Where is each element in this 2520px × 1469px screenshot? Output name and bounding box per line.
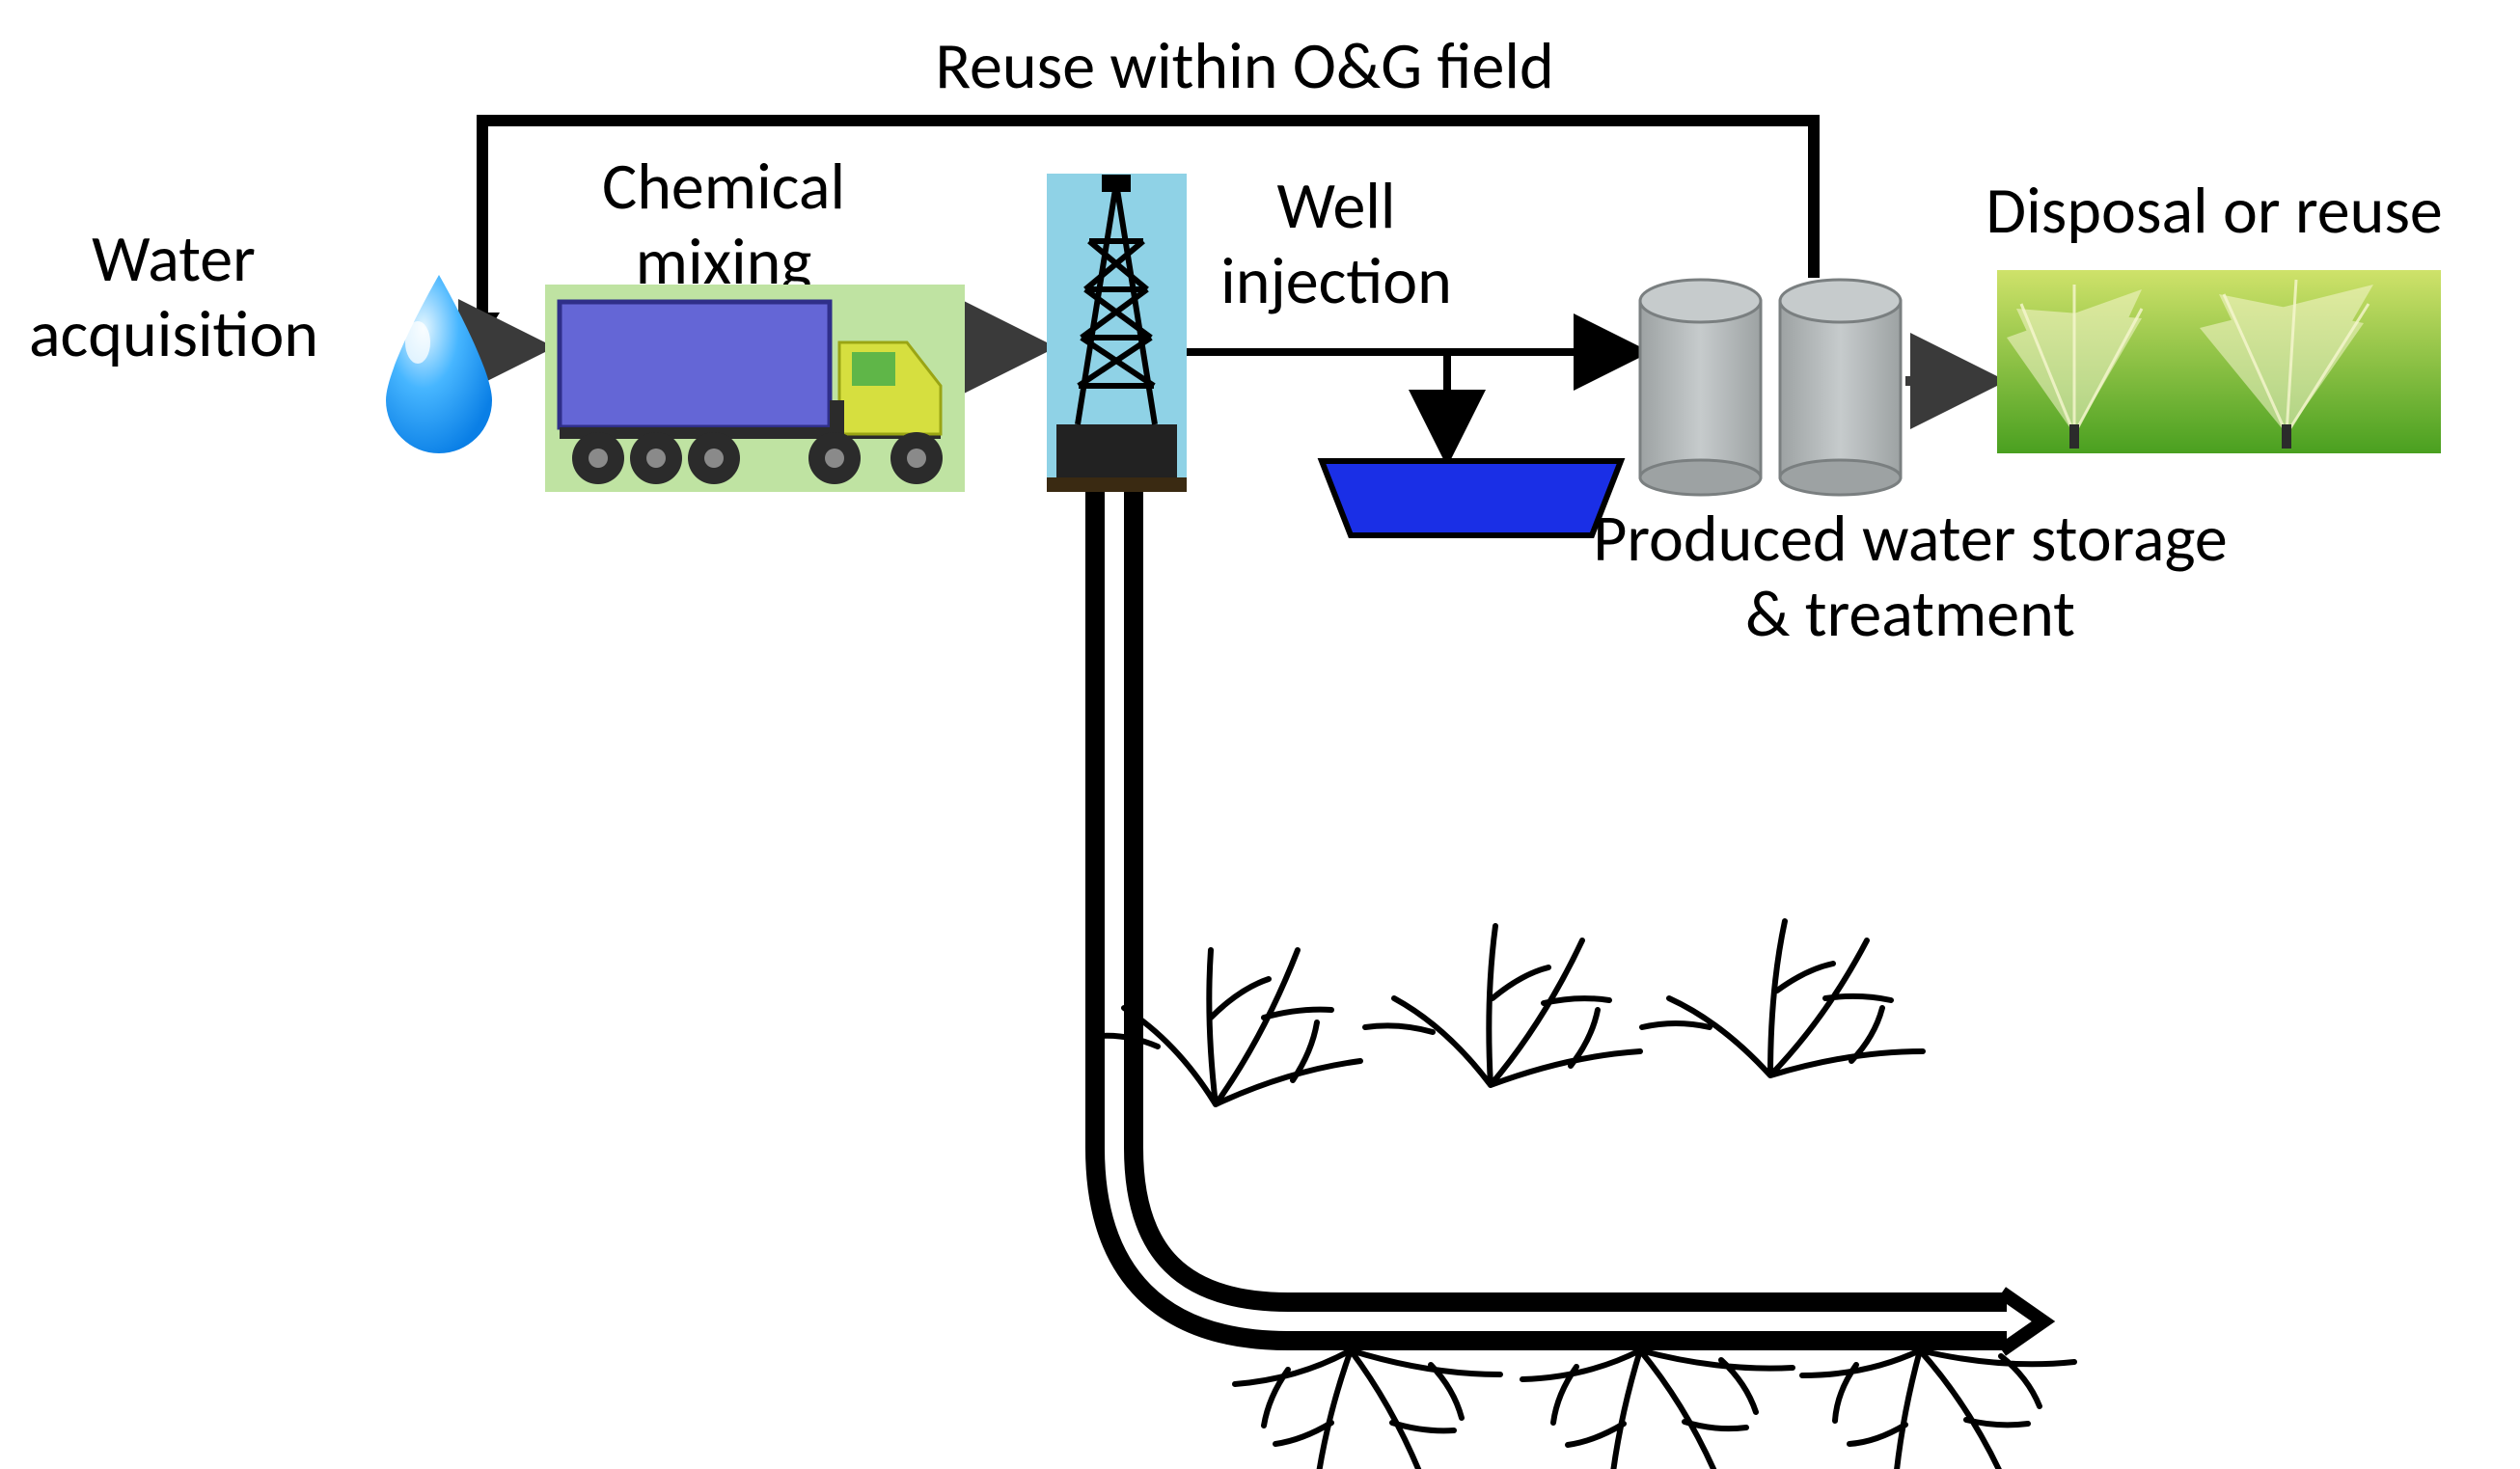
water-drop-icon bbox=[386, 275, 492, 453]
storage-tanks-icon bbox=[1640, 280, 1901, 495]
pond-icon bbox=[1322, 461, 1621, 535]
irrigation-field-icon bbox=[1997, 270, 2441, 453]
derrick-icon bbox=[1047, 174, 1187, 492]
diagram-stage: Reuse within O&G field Water acquisition… bbox=[0, 0, 2520, 1469]
wellbore-icon bbox=[1114, 492, 2043, 1350]
truck-icon bbox=[545, 285, 965, 492]
diagram-svg bbox=[0, 0, 2520, 1469]
fractures-icon bbox=[1090, 921, 2074, 1469]
